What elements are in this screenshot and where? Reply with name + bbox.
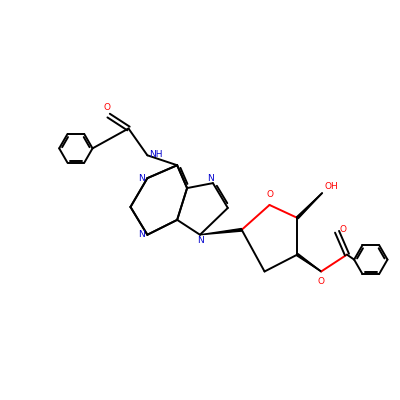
Polygon shape	[296, 193, 322, 219]
Text: N: N	[138, 174, 145, 183]
Text: O: O	[103, 103, 110, 112]
Text: N: N	[197, 236, 203, 245]
Text: N: N	[208, 174, 214, 183]
Text: N: N	[138, 230, 145, 239]
Text: O: O	[266, 190, 273, 200]
Text: O: O	[339, 225, 346, 234]
Text: NH: NH	[149, 150, 163, 159]
Polygon shape	[297, 254, 321, 272]
Polygon shape	[200, 228, 242, 235]
Text: O: O	[318, 277, 325, 286]
Text: OH: OH	[324, 182, 338, 191]
